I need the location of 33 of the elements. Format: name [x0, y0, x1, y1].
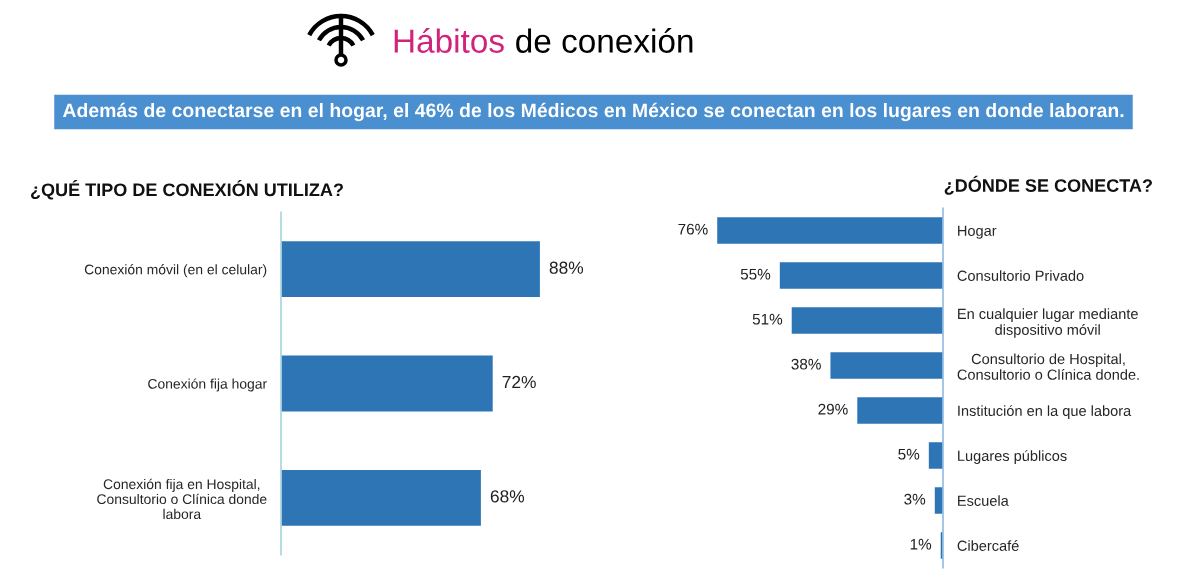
y-tick-label: Consultorio Privado — [957, 270, 1084, 281]
text: Hábitos de conexión — [394, 28, 693, 53]
y-tick-label: Conexión fija hogar — [148, 378, 267, 392]
data-label: 51% — [752, 313, 783, 325]
data-label: 72% — [502, 375, 536, 389]
text: ¿DÓNDE SE CONECTA? — [944, 175, 1152, 195]
bar — [829, 350, 943, 381]
bar — [927, 440, 943, 471]
text: Además de conectarse en el hogar, el 46% de los Médicos en México se conectan en los lugares en donde laboran. — [62, 102, 1124, 122]
y-tick-label: Cibercafé — [957, 540, 1019, 551]
y-tick-label: Lugares públicos — [958, 450, 1067, 464]
data-label: 68% — [490, 490, 525, 503]
y-tick-label: Institución en la que labora — [958, 405, 1132, 419]
bar — [933, 485, 943, 516]
y-tick-label: Conexión móvil (en el celular) — [84, 264, 267, 278]
data-label: 38% — [791, 358, 821, 370]
data-label: 29% — [818, 403, 848, 415]
bar — [855, 395, 943, 426]
data-label: 88% — [549, 261, 584, 274]
y-tick-label: Conexión fija en Hospital, Consultorio o Clínica donde labora — [97, 478, 267, 520]
y-tick-label: Consultorio de Hospital, Consultorio o Clínica donde. — [957, 353, 1139, 380]
data-label: 1% — [910, 538, 932, 550]
y-tick-label: En cualquier lugar mediante dispositivo móvil — [958, 308, 1138, 338]
bar — [790, 305, 943, 336]
data-label: 55% — [740, 268, 771, 280]
y-tick-label: Hogar — [958, 225, 997, 239]
y-tick-label: Escuela — [958, 495, 1009, 506]
data-label: 76% — [678, 223, 708, 235]
chart-title: ¿QUÉ TIPO DE CONEXIÓN UTILIZA? — [31, 180, 343, 200]
bar — [715, 215, 943, 246]
data-label: 5% — [898, 448, 920, 460]
bar — [778, 260, 943, 291]
data-label: 3% — [904, 493, 926, 505]
